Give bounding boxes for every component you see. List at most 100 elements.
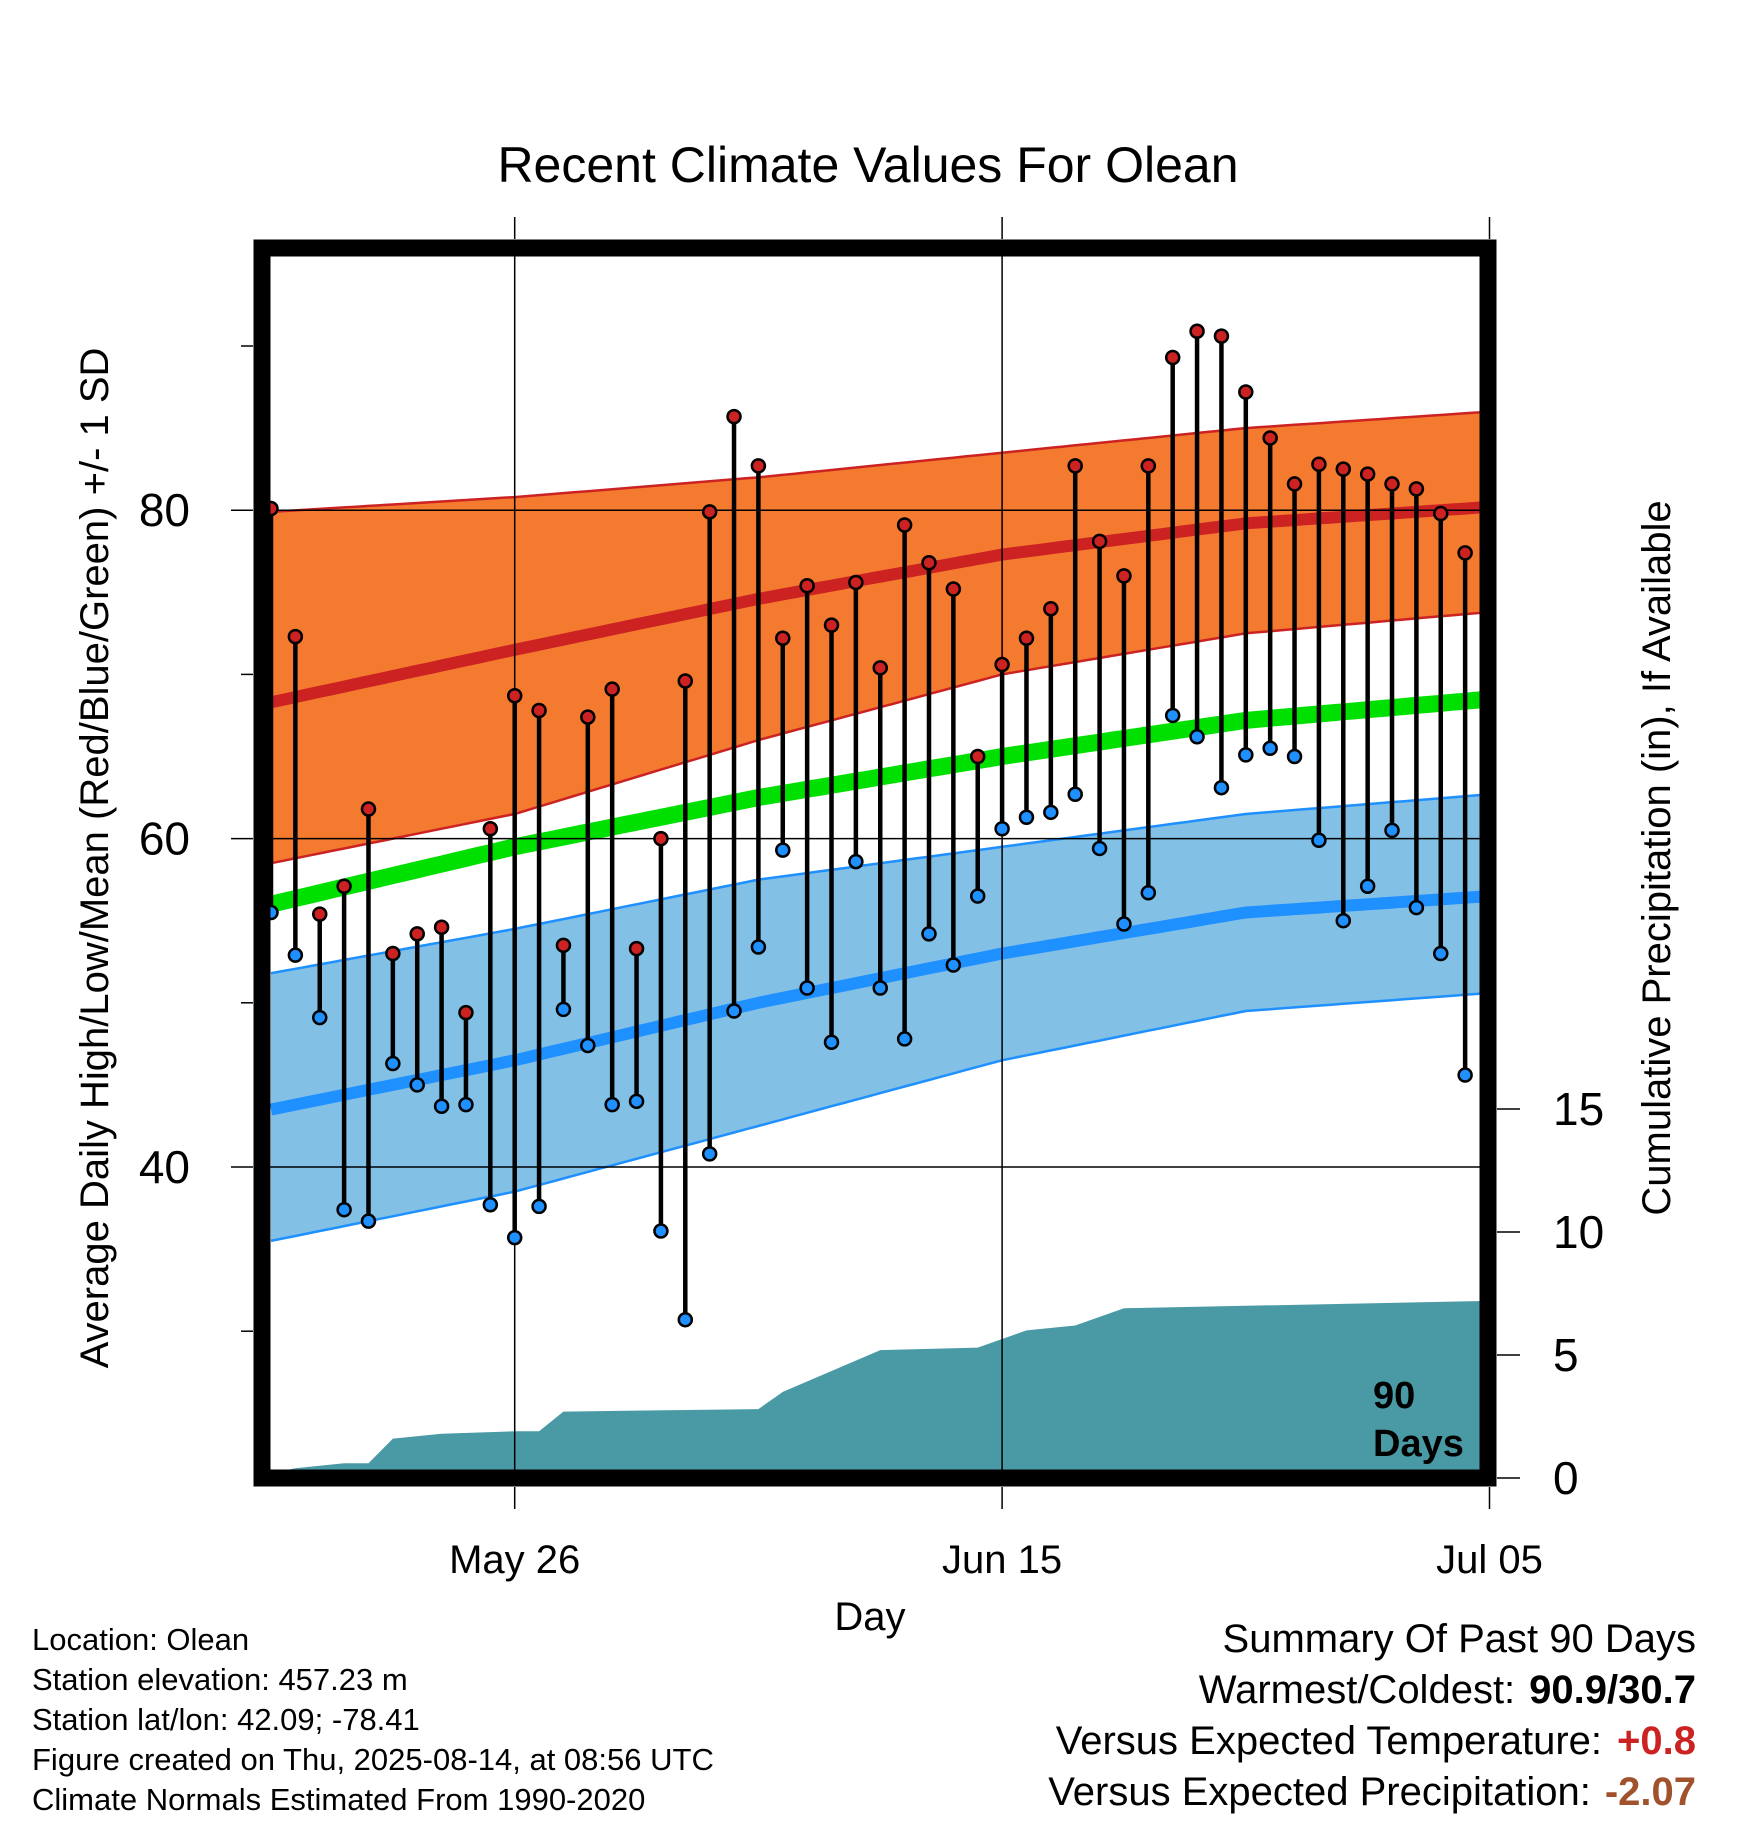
daily-high-point [945,581,962,597]
summary-heading: Summary Of Past 90 Days [1222,1617,1696,1661]
created-text: Figure created on Thu, 2025-08-14, at 08… [32,1742,714,1777]
daily-high-point [1043,600,1059,617]
daily-high-point [1408,481,1425,497]
daily-high-point [848,574,864,591]
daily-high-point [677,673,694,689]
precip-delta-row: Versus Expected Precipitation: -2.07 [1048,1767,1696,1818]
station-info: Location: Olean Station elevation: 457.2… [32,1620,714,1820]
daily-high-point [360,801,377,817]
daily-high-point [1702,463,1715,476]
plot-area [262,248,1740,1478]
y2-tick-label: 0 [1553,1452,1579,1504]
daily-high-point [409,926,425,942]
y2-tick-label: 5 [1553,1329,1579,1381]
daily-high-point [336,878,352,894]
daily-high-point [1532,354,1545,367]
daily-high-point [604,681,620,697]
daily-low-point [287,947,304,963]
daily-high-point [1654,358,1667,371]
latlon-text: Station lat/lon: 42.09; -78.41 [32,1702,420,1737]
daily-low-point [580,1037,596,1054]
daily-high-point [969,748,986,765]
low-upper-edge [270,793,1488,975]
x-tick-label: Jul 05 [1436,1538,1543,1582]
daily-low-point [1580,821,1593,834]
normals-text: Climate Normals Estimated From 1990-2020 [32,1782,646,1817]
temp-delta-label: Versus Expected Temperature: [1055,1719,1602,1763]
low-sd-band [271,794,1488,1241]
y2-tick-label: 10 [1553,1206,1604,1258]
daily-high-point [531,702,547,719]
daily-low-point [1359,878,1376,894]
daily-low-point [458,1096,474,1113]
daily-high-point [1164,349,1181,366]
daily-low-point [677,1311,694,1328]
warmest-coldest-row: Warmest/Coldest: 90.9/30.7 [1048,1665,1696,1716]
daily-high-point [701,504,718,520]
daily-low-point [1043,804,1059,821]
daily-high-point [1678,371,1691,384]
high-lower-edge [270,610,1488,865]
daily-high-point [458,1004,474,1021]
y-axis-label: Average Daily High/Low/Mean (Red/Blue/Gr… [73,348,117,1369]
daily-high-point [1359,466,1376,482]
x-tick-label: Jun 15 [942,1538,1062,1582]
daily-low-point [1286,748,1303,765]
daily-high-point [1727,392,1740,405]
daily-high-point [1067,458,1083,474]
x-axis-label: Day [834,1595,905,1639]
daily-low-point [1067,786,1083,803]
daily-low-point [1164,707,1181,724]
daily-low-point [1408,899,1425,916]
daily-low-point [1335,912,1352,929]
daily-low-point [726,1003,742,1019]
daily-high-point [1384,476,1400,492]
daily-high-point [482,820,499,837]
daily-low-point [506,1229,523,1246]
daily-high-point [385,945,401,962]
daily-high-point [1262,430,1278,446]
daily-low-point [1727,799,1740,812]
daily-high-point [896,517,913,533]
daily-low-point [896,1031,913,1047]
daily-low-point [872,980,888,996]
daily-high-point [580,709,596,725]
daily-high-point [1238,384,1254,400]
precipitation-area [271,1300,1488,1478]
y2-tick-label: 15 [1553,1083,1604,1135]
daily-high-point [921,554,937,571]
daily-low-point [1605,817,1618,830]
daily-high-point [1335,461,1352,477]
daily-low-point [1262,740,1278,757]
daily-high-point [653,830,669,847]
daily-high-point [1286,476,1303,492]
high-normal-line [269,500,1488,709]
daily-low-point [1702,735,1715,748]
high-upper-edge [270,410,1488,514]
daily-low-point [1457,1067,1473,1083]
plot-frame [253,239,1497,1487]
location-text: Location: Olean [32,1622,250,1657]
daily-low-point [1213,779,1230,796]
daily-high-point [506,687,523,704]
daily-low-point [994,820,1010,837]
daily-low-point [1556,865,1569,878]
daily-low-point [921,926,937,942]
daily-low-point [945,957,962,973]
daily-high-point [1189,323,1205,339]
daily-high-point [1018,630,1035,647]
daily-low-point [1678,709,1691,722]
high-sd-band [271,411,1488,864]
y-tick-label: 40 [139,1141,190,1193]
daily-high-point [433,919,450,936]
daily-low-point [482,1197,499,1213]
daily-low-point [848,853,864,870]
daily-low-point [409,1077,425,1093]
low-lower-edge [270,991,1488,1243]
daily-high-point [1116,568,1132,584]
daily-low-point [1140,885,1157,901]
daily-low-point [433,1098,450,1114]
daily-low-point [799,980,815,996]
daily-low-point [1091,840,1108,857]
